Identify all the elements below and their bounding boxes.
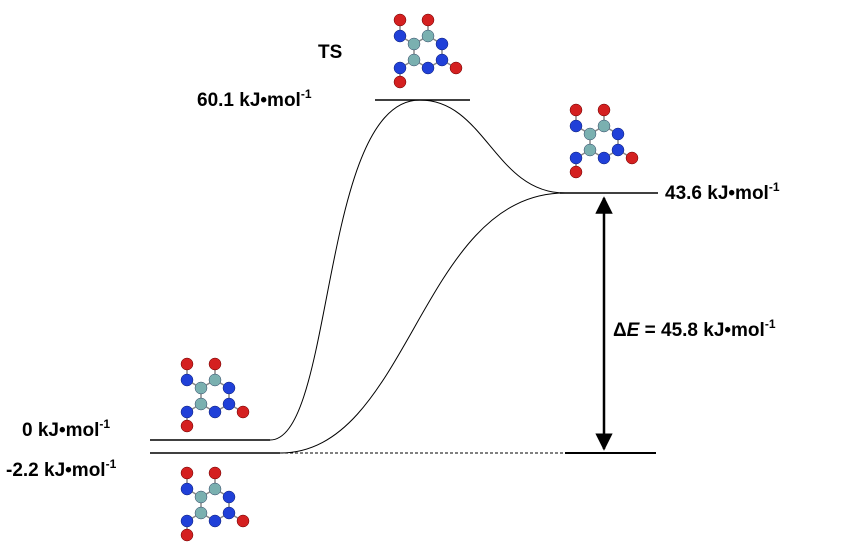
molecule-reactant xyxy=(181,358,249,432)
pathway-direct xyxy=(280,193,565,453)
label-part: -2.2 kJ•mol xyxy=(6,460,106,481)
delta-label: ΔE = 45.8 kJ•mol-1 xyxy=(613,317,776,341)
label-part: -1 xyxy=(106,457,117,471)
label-part: 60.1 kJ•mol xyxy=(197,90,301,111)
label-part: -1 xyxy=(99,417,110,431)
label-part: -1 xyxy=(301,87,312,101)
label-part: Δ xyxy=(613,320,627,341)
ts-label: TS xyxy=(318,42,342,63)
molecule-ts xyxy=(394,14,462,88)
label-part: 0 kJ•mol xyxy=(22,420,99,441)
level-label: 60.1 kJ•mol-1 xyxy=(197,87,312,111)
molecule-product xyxy=(570,104,638,178)
label-part: -1 xyxy=(769,180,780,194)
level-label: 0 kJ•mol-1 xyxy=(22,417,110,441)
level-label: -2.2 kJ•mol-1 xyxy=(6,457,117,481)
molecule-isomer xyxy=(181,467,249,541)
label-part: -1 xyxy=(765,317,776,331)
label-part: = 45.8 kJ•mol xyxy=(639,320,764,341)
energy-diagram: 0 kJ•mol-1 -2.2 kJ•mol-1 60.1 kJ•mol-1 4… xyxy=(0,0,847,545)
label-part: 43.6 kJ•mol xyxy=(665,183,769,204)
level-label: 43.6 kJ•mol-1 xyxy=(665,180,780,204)
pathway-ts xyxy=(270,100,565,440)
